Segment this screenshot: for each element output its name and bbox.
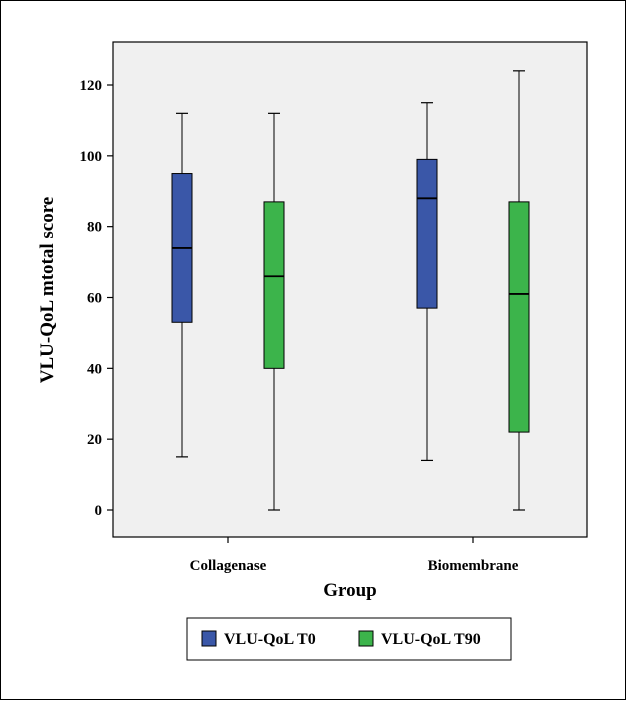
y-tick-label: 0: [95, 503, 103, 519]
y-tick-label: 120: [80, 78, 103, 94]
box-iqr: [263, 201, 285, 369]
legend-label-t0: VLU-QoL T0: [224, 631, 316, 648]
box-iqr: [416, 158, 438, 309]
y-tick-label: 80: [87, 220, 102, 236]
legend-label-t90: VLU-QoL T90: [381, 631, 481, 648]
legend-swatch-t90: [358, 630, 374, 647]
legend: VLU-QoL T0 VLU-QoL T90: [186, 617, 512, 661]
x-tick-label: Biomembrane: [428, 558, 519, 574]
x-tick-label: Collagenase: [190, 558, 267, 574]
box-iqr: [508, 201, 530, 433]
boxes: [171, 70, 530, 511]
box-0-0: [171, 112, 193, 458]
y-axis-title: VLU-QoL mtotal score: [37, 197, 58, 383]
y-tick-label: 40: [87, 361, 102, 377]
box-1-0: [263, 112, 285, 511]
x-axis: Collagenase Biomembrane: [190, 537, 519, 574]
y-tick-label: 60: [87, 291, 102, 307]
x-axis-title: Group: [323, 580, 377, 601]
y-tick-label: 100: [80, 149, 103, 165]
legend-swatch-t0: [201, 630, 217, 647]
y-tick-label: 20: [87, 432, 102, 448]
box-0-1: [416, 102, 438, 462]
box-1-1: [508, 70, 530, 511]
legend-box: [186, 617, 512, 661]
y-axis: 0 20 40 60 80 100 120: [80, 78, 113, 519]
